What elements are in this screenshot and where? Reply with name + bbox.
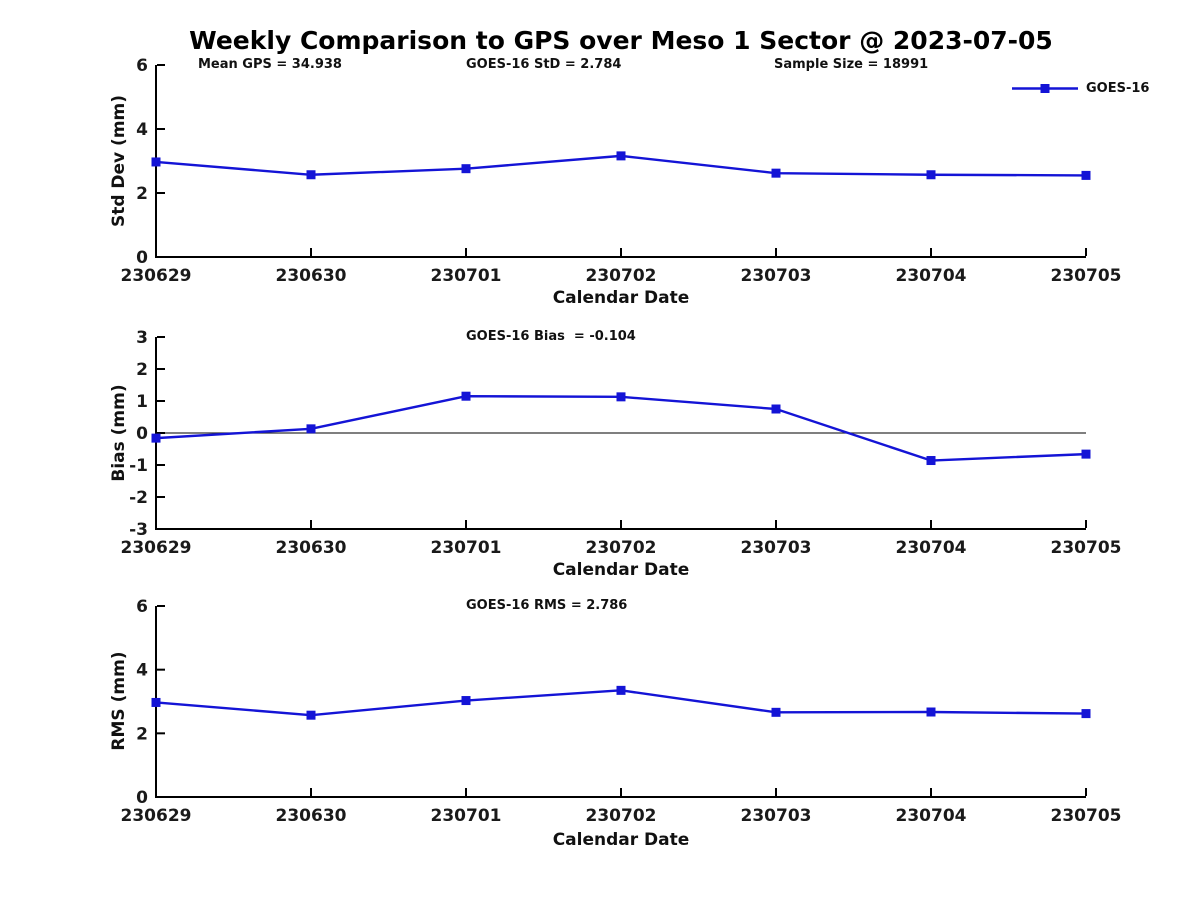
data-point-marker bbox=[616, 392, 626, 402]
data-point-marker bbox=[616, 685, 626, 695]
x-tick-label: 230629 bbox=[121, 806, 192, 826]
x-tick-label: 230630 bbox=[276, 538, 347, 558]
data-point-marker bbox=[771, 707, 781, 717]
x-tick-label: 230704 bbox=[896, 266, 967, 286]
data-point-marker bbox=[306, 424, 316, 434]
xlabel-rms: Calendar Date bbox=[552, 830, 690, 850]
legend-marker-icon bbox=[1040, 84, 1050, 93]
legend-label: GOES-16 bbox=[1086, 81, 1150, 96]
axes-spines bbox=[155, 65, 1086, 258]
data-point-marker bbox=[306, 710, 316, 720]
data-point-marker bbox=[1081, 170, 1091, 180]
axes-spines bbox=[155, 606, 1086, 798]
y-tick-label: 2 bbox=[136, 724, 148, 744]
ylabel-bias: Bias (mm) bbox=[109, 384, 129, 482]
x-tick-label: 230629 bbox=[121, 266, 192, 286]
x-tick-label: 230703 bbox=[741, 538, 812, 558]
y-tick-label: 6 bbox=[136, 597, 148, 617]
y-tick-label: 4 bbox=[136, 661, 148, 681]
ylabel-std-dev: Std Dev (mm) bbox=[109, 94, 129, 228]
rms-plot: 0 2 4 6 230629 230630 230701 230702 230703 230704… bbox=[121, 597, 1122, 826]
data-point-marker bbox=[461, 164, 471, 174]
bias-plot: -3 -2 -1 0 1 2 3 230629 230630 230701 230702 230703… bbox=[121, 328, 1122, 558]
y-tick-label: 1 bbox=[136, 392, 148, 412]
x-tick-label: 230705 bbox=[1051, 538, 1122, 558]
x-tick-label: 230701 bbox=[431, 806, 502, 826]
data-point-marker bbox=[771, 404, 781, 414]
y-tick-label: 0 bbox=[136, 248, 148, 268]
data-point-marker bbox=[926, 707, 936, 717]
x-tick-label: 230630 bbox=[276, 806, 347, 826]
data-point-marker bbox=[461, 391, 471, 401]
bias-series-line bbox=[155, 395, 1087, 462]
y-tick-label: 0 bbox=[136, 424, 148, 444]
xlabel-std-dev: Calendar Date bbox=[552, 288, 690, 308]
y-tick-label: 2 bbox=[136, 184, 148, 204]
y-tick-label: 2 bbox=[136, 360, 148, 380]
std-dev-plot: 0 2 4 6 230629 230630 230701 230702 230703 230704… bbox=[121, 56, 1122, 286]
annotation-goes16-bias: GOES-16 Bias = -0.104 bbox=[466, 329, 636, 344]
y-tick-label: -3 bbox=[129, 520, 148, 540]
y-tick-label: -1 bbox=[129, 456, 148, 476]
data-point-marker bbox=[151, 157, 161, 167]
x-tick-label: 230702 bbox=[586, 806, 657, 826]
data-point-marker bbox=[1081, 449, 1091, 459]
y-tick-label: -2 bbox=[129, 488, 148, 508]
data-point-marker bbox=[926, 456, 936, 466]
x-tick-label: 230703 bbox=[741, 266, 812, 286]
x-tick-label: 230705 bbox=[1051, 806, 1122, 826]
x-tick-label: 230701 bbox=[431, 538, 502, 558]
x-tick-label: 230630 bbox=[276, 266, 347, 286]
legend-line-sample bbox=[1012, 84, 1078, 93]
x-tick-label: 230702 bbox=[586, 538, 657, 558]
y-tick-label: 4 bbox=[136, 120, 148, 140]
annotation-sample-size: Sample Size = 18991 bbox=[774, 57, 929, 72]
data-point-marker bbox=[151, 697, 161, 707]
x-tick-label: 230705 bbox=[1051, 266, 1122, 286]
annotation-goes16-rms: GOES-16 RMS = 2.786 bbox=[466, 598, 628, 613]
x-tick-label: 230702 bbox=[586, 266, 657, 286]
axes-spines bbox=[155, 337, 1086, 530]
annotation-mean-gps: Mean GPS = 34.938 bbox=[198, 57, 342, 72]
figure-title: Weekly Comparison to GPS over Meso 1 Sec… bbox=[189, 26, 1053, 55]
data-point-marker bbox=[1081, 709, 1091, 719]
data-point-marker bbox=[616, 151, 626, 161]
y-tick-label: 3 bbox=[136, 328, 148, 348]
x-tick-label: 230701 bbox=[431, 266, 502, 286]
data-point-marker bbox=[151, 433, 161, 443]
ylabel-rms: RMS (mm) bbox=[109, 651, 129, 751]
x-tick-label: 230629 bbox=[121, 538, 192, 558]
data-point-marker bbox=[771, 168, 781, 178]
x-tick-label: 230704 bbox=[896, 806, 967, 826]
y-tick-label: 6 bbox=[136, 56, 148, 76]
data-point-marker bbox=[461, 696, 471, 706]
annotation-goes16-std: GOES-16 StD = 2.784 bbox=[466, 57, 622, 72]
x-tick-label: 230704 bbox=[896, 538, 967, 558]
x-tick-label: 230703 bbox=[741, 806, 812, 826]
y-tick-label: 0 bbox=[136, 788, 148, 808]
xlabel-bias: Calendar Date bbox=[552, 560, 690, 580]
data-point-marker bbox=[306, 170, 316, 180]
data-point-marker bbox=[926, 170, 936, 180]
